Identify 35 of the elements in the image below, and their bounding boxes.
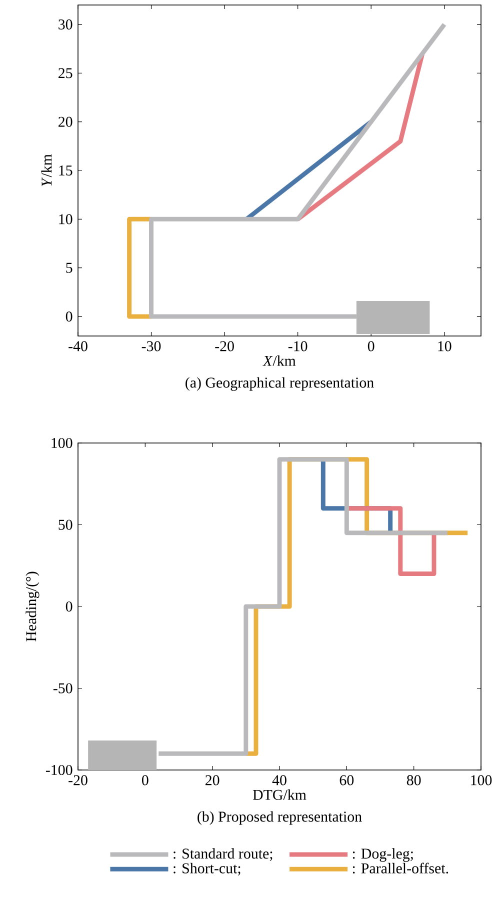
legend-label: : Short-cut; <box>174 862 240 876</box>
y-axis-title: Heading/(°) <box>26 572 40 642</box>
y-tick-label: -100 <box>46 764 72 776</box>
y-tick-label: 25 <box>58 68 72 78</box>
x-tick-label: -40 <box>68 341 88 352</box>
x-tick-label: 100 <box>471 775 492 786</box>
x-tick-label: -10 <box>288 341 308 352</box>
x-tick-label: -30 <box>142 341 161 352</box>
legend-label: : Standard route; <box>174 848 272 861</box>
x-tick-label: 60 <box>340 775 354 786</box>
x-tick-label: 0 <box>368 341 374 352</box>
y-tick-label: 50 <box>58 520 72 530</box>
x-tick-label: -20 <box>215 341 234 352</box>
x-tick-label: 80 <box>406 775 421 786</box>
x-tick-label: -20 <box>68 775 88 786</box>
x-axis-title: DTG/km <box>252 789 306 800</box>
x-tick-label: 0 <box>142 775 148 786</box>
y-tick-label: 20 <box>58 116 72 127</box>
y-tick-label: 5 <box>66 262 72 273</box>
x-tick-label: 40 <box>272 775 286 786</box>
y-axis-title: Y/km <box>41 154 52 186</box>
y-tick-label: 100 <box>52 438 72 448</box>
x-tick-label: 10 <box>438 341 452 352</box>
y-tick-label: 10 <box>59 214 72 224</box>
y-tick-label: -50 <box>53 683 72 694</box>
y-tick-label: 15 <box>59 165 72 176</box>
text: (a) Geographical representation <box>186 377 374 391</box>
legend-label: : Dog-leg; <box>352 848 413 862</box>
text: (b) Proposed representation <box>198 811 362 825</box>
x-axis-title: X/km <box>262 355 296 366</box>
y-tick-label: 0 <box>66 311 72 322</box>
y-tick-label: 0 <box>66 601 72 612</box>
x-tick-label: 20 <box>206 775 220 786</box>
legend-label: : Parallel-offset. <box>352 862 448 874</box>
y-tick-label: 30 <box>58 19 72 30</box>
